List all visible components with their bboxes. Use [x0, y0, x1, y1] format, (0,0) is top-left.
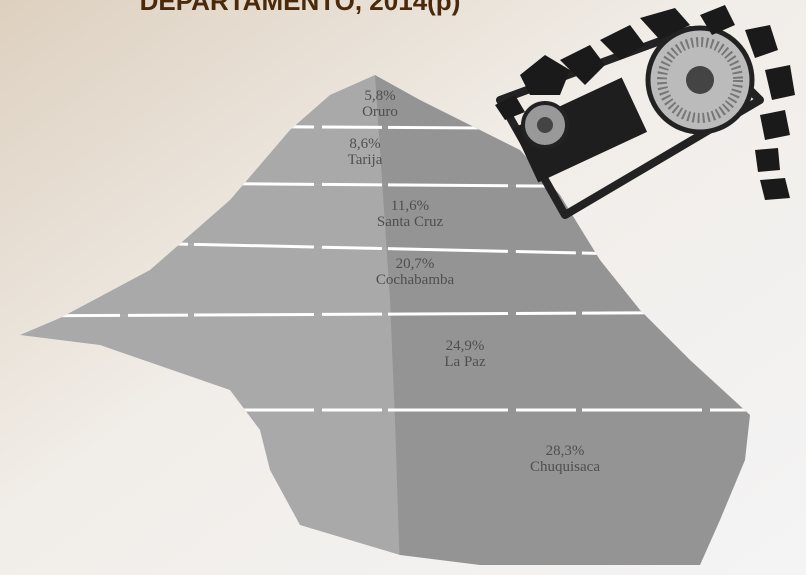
- chart: DEPARTAMENTO, 2014(p) 5,8%Oruro 8,6%Tarij…: [0, 0, 806, 575]
- value-label: 11,6%: [391, 198, 429, 214]
- category-label: Tarija: [348, 152, 383, 168]
- category-label: La Paz: [444, 354, 486, 370]
- category-label: Chuquisaca: [530, 459, 600, 475]
- category-label: Santa Cruz: [377, 214, 444, 230]
- category-label: Cochabamba: [376, 272, 455, 288]
- value-label: 24,9%: [446, 338, 485, 354]
- chart-title: DEPARTAMENTO, 2014(p): [140, 0, 461, 16]
- value-label: 28,3%: [546, 443, 585, 459]
- value-label: 5,8%: [364, 88, 395, 104]
- value-label: 8,6%: [349, 136, 380, 152]
- value-label: 20,7%: [396, 256, 435, 272]
- page: DEPARTAMENTO, 2014(p) 5,8%Oruro 8,6%Tarij…: [0, 0, 806, 575]
- category-label: Oruro: [362, 104, 398, 120]
